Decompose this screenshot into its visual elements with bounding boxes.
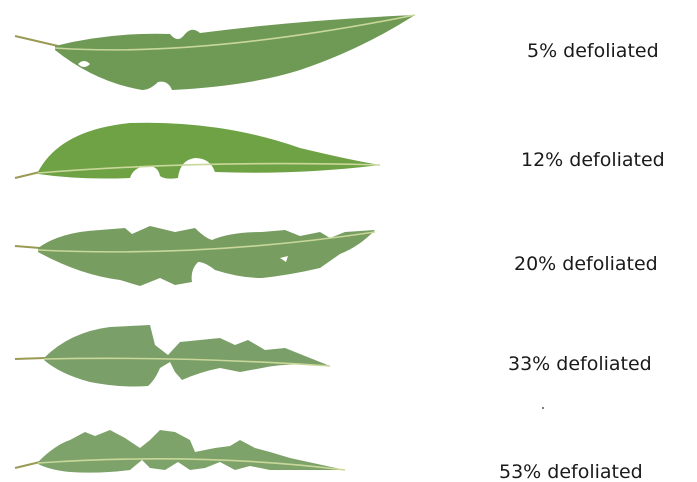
leaf-stem: [14, 357, 46, 360]
leaf-stem: [14, 245, 41, 249]
leaf: [14, 14, 416, 90]
label: 33% defoliated: [508, 353, 652, 375]
label: 12% defoliated: [521, 149, 665, 171]
leaf-rib: [43, 357, 331, 367]
label: 5% defoliated: [527, 40, 659, 62]
label: 20% defoliated: [514, 253, 658, 275]
leaf: [14, 226, 376, 286]
leaf-blade: [44, 325, 330, 387]
leaf-rib: [37, 231, 376, 253]
speck: [542, 407, 544, 409]
leaf-blade: [38, 430, 345, 473]
leaf-blade: [38, 122, 380, 179]
leaf-stem: [14, 35, 59, 47]
leaf-hole: [280, 256, 288, 262]
leaf-rib: [37, 162, 381, 174]
leaf: [14, 122, 381, 179]
leaf-hole: [78, 61, 90, 67]
leaf: [14, 325, 331, 387]
leaf-rib: [54, 14, 416, 51]
leaf-stem: [14, 461, 41, 469]
leaf: [14, 430, 346, 473]
leaf-blade: [55, 15, 415, 90]
leaf-blade: [38, 226, 375, 286]
leaf-stem: [14, 171, 41, 179]
leaf-rib: [37, 458, 346, 471]
label: 53% defoliated: [499, 461, 643, 482]
